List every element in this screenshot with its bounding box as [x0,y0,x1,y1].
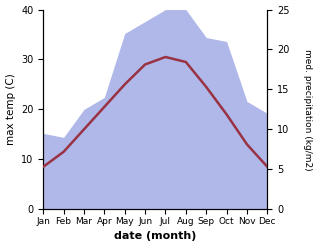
Y-axis label: max temp (C): max temp (C) [5,74,16,145]
X-axis label: date (month): date (month) [114,231,197,242]
Y-axis label: med. precipitation (kg/m2): med. precipitation (kg/m2) [303,49,313,170]
